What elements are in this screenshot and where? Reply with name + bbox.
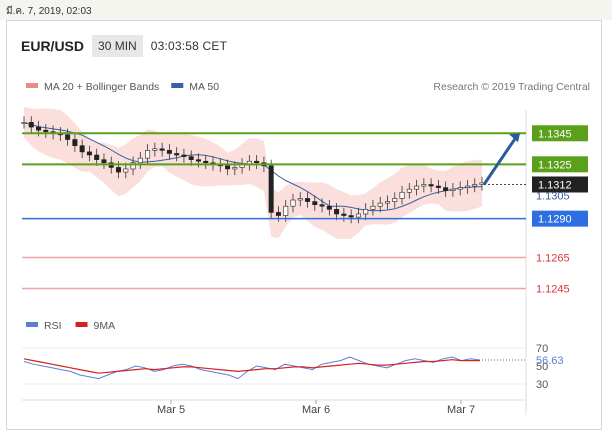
candle-body: [43, 129, 49, 133]
candle-body: [392, 198, 398, 202]
candle-body: [370, 205, 376, 210]
rsi-tick-label: 30: [536, 379, 548, 391]
candle-body: [363, 209, 369, 215]
level-label: 1.1290: [538, 214, 572, 226]
pair-label: EUR/USD: [21, 38, 85, 54]
candle-body: [428, 184, 434, 187]
candle-body: [21, 122, 27, 124]
timestamp: มี.ค. 7, 2019, 02:03: [6, 6, 92, 17]
candle-body: [159, 148, 165, 151]
candle-body: [305, 198, 311, 202]
candle-body: [341, 213, 347, 216]
candle-body: [464, 185, 470, 188]
legend-label: MA 50: [189, 81, 219, 93]
candle-body: [457, 187, 463, 190]
level-label: 1.1345: [538, 128, 572, 140]
candle-body: [94, 154, 100, 160]
projection-arrowhead: [509, 133, 520, 143]
level-label: 1.1305: [536, 190, 570, 202]
x-tick-label: Mar 5: [157, 404, 185, 416]
candle-body: [195, 159, 201, 162]
candle-body: [181, 154, 187, 157]
candle-body: [130, 162, 136, 170]
candle-body: [36, 126, 42, 131]
candle-body: [232, 167, 238, 170]
candle-body: [254, 160, 260, 164]
candle-body: [116, 167, 122, 173]
level-label-bg: [532, 156, 588, 173]
bollinger-band: [24, 106, 482, 240]
candle-body: [334, 209, 340, 215]
candle-body: [319, 204, 325, 207]
indicator-legend-label: 9MA: [94, 320, 116, 332]
projection-arrow: [482, 136, 518, 186]
level-label: 1.1312: [538, 179, 572, 191]
candle-body: [65, 134, 71, 140]
level-label: 1.1325: [538, 159, 572, 171]
candle-body: [355, 213, 361, 218]
legend-label: MA 20 + Bollinger Bands: [44, 81, 159, 93]
candle-body: [384, 201, 390, 204]
rsi-tick-label: 70: [536, 343, 548, 355]
timeframe-badge[interactable]: 30 MIN: [92, 35, 143, 57]
candle-body: [123, 168, 129, 173]
candle-body: [72, 139, 78, 146]
candle-body: [188, 156, 194, 160]
candle-body: [79, 145, 85, 153]
indicator-legend-swatch: [26, 322, 38, 327]
candle-body: [421, 184, 427, 187]
attribution: Research © 2019 Trading Central: [433, 81, 590, 93]
candle-body: [290, 199, 296, 207]
candle-body: [101, 159, 107, 164]
candle-body: [414, 185, 420, 190]
chart-header: EUR/USD 30 MIN 03:03:58 CET: [17, 35, 227, 57]
candle-body: [152, 148, 158, 151]
candle-body: [450, 188, 456, 192]
legend-swatch: [171, 83, 184, 88]
candle-body: [174, 153, 180, 156]
candle-body: [225, 165, 231, 170]
level-label: 1.1245: [536, 283, 570, 295]
candle-body: [312, 201, 318, 205]
rsi-value-label: 56.63: [536, 355, 564, 367]
level-label-bg: [532, 210, 588, 227]
candle-body: [86, 151, 92, 156]
rsi-line: [23, 356, 481, 380]
timestamp-bar: มี.ค. 7, 2019, 02:03: [0, 0, 612, 20]
level-label-bg: [532, 125, 588, 142]
candle-body: [203, 160, 209, 164]
x-tick-label: Mar 7: [447, 404, 475, 416]
level-label: 1.1265: [536, 252, 570, 264]
ma9-line: [23, 358, 480, 374]
candle-body: [275, 212, 281, 216]
candle-body: [472, 184, 478, 187]
legend-swatch: [26, 83, 38, 88]
candle-body: [348, 215, 354, 218]
candle-body: [145, 150, 151, 159]
level-label-bg: [532, 176, 588, 193]
rsi-tick-label: 50: [536, 361, 548, 373]
candle-body: [137, 157, 143, 164]
candle-body: [297, 198, 303, 201]
candle-body: [28, 122, 34, 128]
candle-body: [435, 185, 441, 188]
clock-label: 03:03:58 CET: [150, 39, 228, 53]
x-tick-label: Mar 6: [302, 404, 330, 416]
candle-body: [326, 205, 332, 210]
indicator-legend-swatch: [75, 322, 88, 327]
indicator-legend-label: RSI: [44, 320, 62, 332]
candle-body: [283, 205, 289, 216]
candle-body: [268, 165, 274, 213]
candle-body: [443, 187, 449, 192]
candle-body: [377, 202, 383, 207]
chart-panel: EUR/USD 30 MIN 03:03:58 CET: [6, 20, 602, 430]
candle-body: [166, 150, 172, 154]
candle-body: [399, 191, 405, 199]
candle-body: [406, 188, 412, 193]
